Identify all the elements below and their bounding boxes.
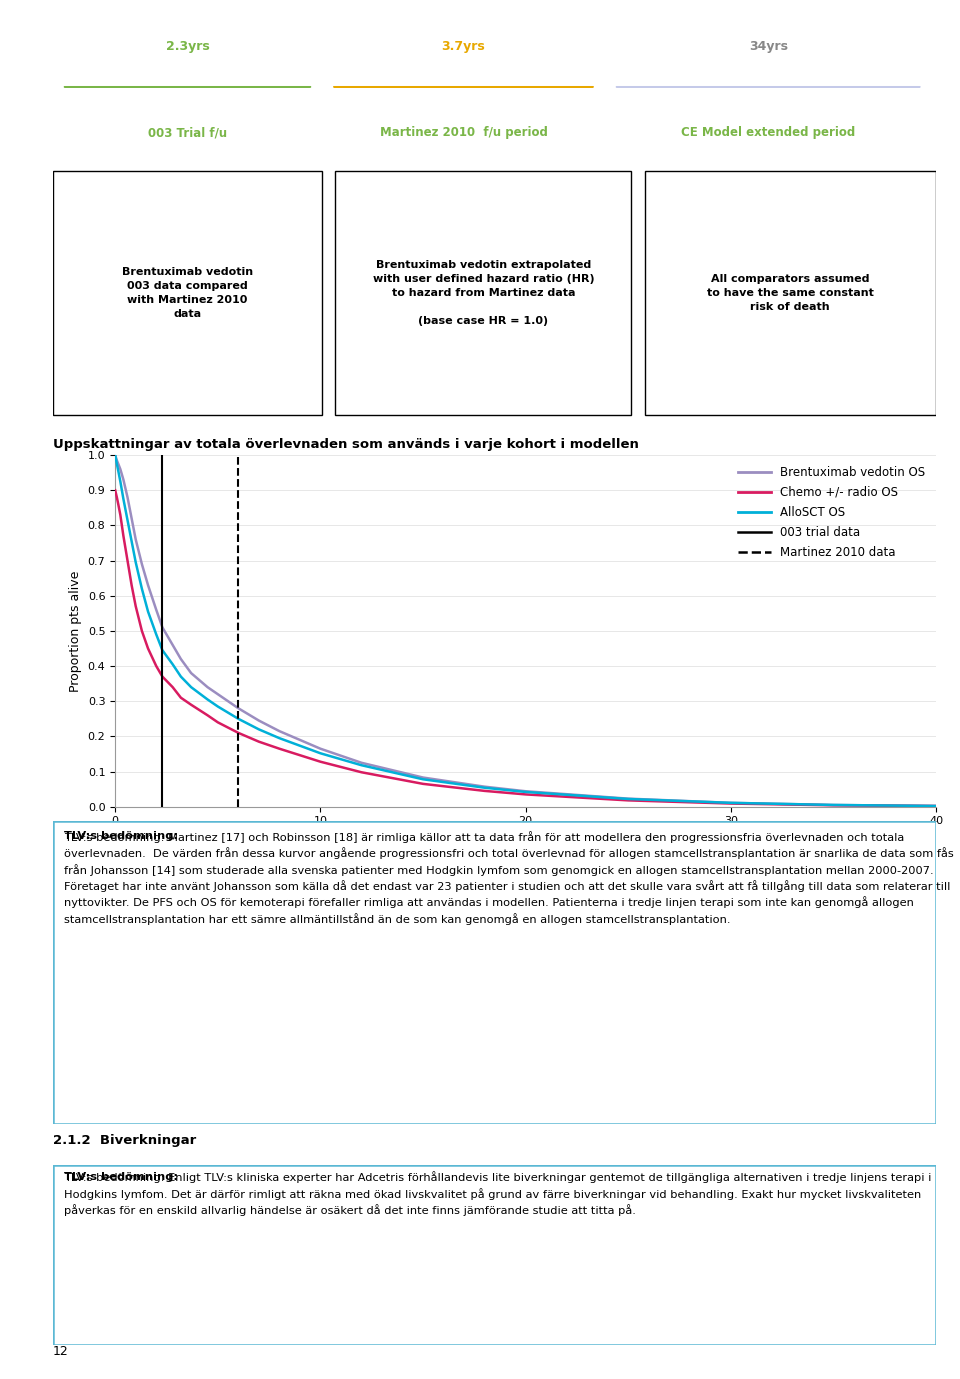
FancyBboxPatch shape bbox=[53, 1165, 936, 1345]
Text: 2.1.2  Biverkningar: 2.1.2 Biverkningar bbox=[53, 1134, 196, 1146]
Text: Brentuximab vedotin
003 data compared
with Martinez 2010
data: Brentuximab vedotin 003 data compared wi… bbox=[122, 268, 253, 319]
Text: 003 Trial f/u: 003 Trial f/u bbox=[148, 125, 228, 139]
Text: TLV:s bedömning: Enligt TLV:s kliniska experter har Adcetris förhållandevis lite: TLV:s bedömning: Enligt TLV:s kliniska e… bbox=[64, 1172, 931, 1216]
Text: Uppskattningar av totala överlevnaden som används i varje kohort i modellen: Uppskattningar av totala överlevnaden so… bbox=[53, 439, 638, 451]
Text: TLV:s bedömning: Martinez [17] och Robinsson [18] är rimliga källor att ta data : TLV:s bedömning: Martinez [17] och Robin… bbox=[64, 832, 954, 925]
Text: 3.7yrs: 3.7yrs bbox=[442, 40, 486, 52]
Y-axis label: Proportion pts alive: Proportion pts alive bbox=[69, 570, 83, 692]
Text: Brentuximab vedotin extrapolated
with user defined hazard ratio (HR)
to hazard f: Brentuximab vedotin extrapolated with us… bbox=[372, 261, 594, 325]
Text: 2.3yrs: 2.3yrs bbox=[166, 40, 209, 52]
X-axis label: Years in model: Years in model bbox=[480, 832, 571, 845]
FancyBboxPatch shape bbox=[644, 171, 936, 415]
Text: CE Model extended period: CE Model extended period bbox=[681, 125, 855, 139]
Text: 12: 12 bbox=[53, 1346, 68, 1358]
Text: 34yrs: 34yrs bbox=[749, 40, 788, 52]
Text: TLV:s bedömning:: TLV:s bedömning: bbox=[64, 832, 179, 841]
Text: All comparators assumed
to have the same constant
risk of death: All comparators assumed to have the same… bbox=[707, 274, 874, 312]
Legend: Brentuximab vedotin OS, Chemo +/- radio OS, AlloSCT OS, 003 trial data, Martinez: Brentuximab vedotin OS, Chemo +/- radio … bbox=[733, 461, 930, 564]
FancyBboxPatch shape bbox=[53, 821, 936, 1124]
FancyBboxPatch shape bbox=[335, 171, 632, 415]
FancyBboxPatch shape bbox=[53, 171, 323, 415]
Text: Martinez 2010  f/u period: Martinez 2010 f/u period bbox=[379, 125, 547, 139]
Text: TLV:s bedömning:: TLV:s bedömning: bbox=[64, 1172, 179, 1182]
